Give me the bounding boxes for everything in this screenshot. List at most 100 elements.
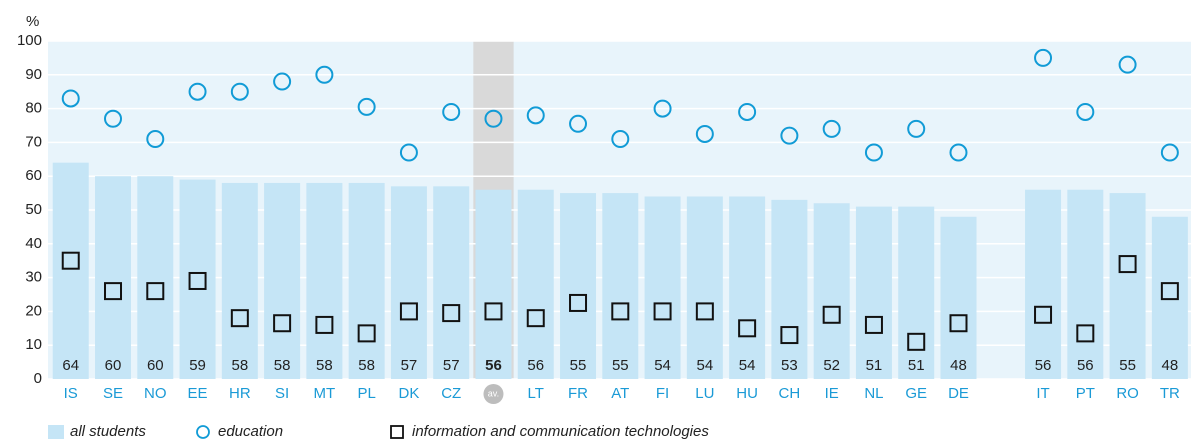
x-tick-label: FI xyxy=(656,385,669,402)
ict-marker xyxy=(1160,282,1179,301)
education-marker xyxy=(949,143,968,162)
data-label: 52 xyxy=(823,357,840,374)
data-label: 57 xyxy=(443,357,460,374)
education-marker xyxy=(611,130,630,149)
ict-marker xyxy=(315,315,334,334)
x-tick-label: CH xyxy=(779,385,801,402)
ict-marker xyxy=(526,309,545,328)
x-tick-label: GE xyxy=(905,385,927,402)
data-label: 59 xyxy=(189,357,206,374)
x-tick-label: RO xyxy=(1116,385,1139,402)
education-marker xyxy=(780,126,799,145)
education-marker xyxy=(1076,102,1095,121)
ict-marker xyxy=(104,282,123,301)
x-tick-label: av. xyxy=(488,388,499,398)
highlight-badge xyxy=(483,384,504,404)
education-marker xyxy=(1160,143,1179,162)
data-label: 48 xyxy=(1162,357,1179,374)
data-label: 60 xyxy=(105,357,122,374)
x-tick-label: CZ xyxy=(441,385,461,402)
ict-marker xyxy=(146,282,165,301)
education-marker xyxy=(146,130,165,149)
x-tick-label: NO xyxy=(144,385,167,402)
education-marker xyxy=(1118,55,1137,74)
data-label: 56 xyxy=(527,357,544,374)
y-axis-label: % xyxy=(26,13,39,30)
bar xyxy=(813,203,850,379)
education-marker xyxy=(357,97,376,116)
x-tick-label: PL xyxy=(357,385,375,402)
ict-marker xyxy=(695,302,714,321)
ict-marker xyxy=(188,271,207,290)
x-tick-label: DE xyxy=(948,385,969,402)
education-marker xyxy=(1034,48,1053,67)
bar xyxy=(560,193,597,379)
ict-marker xyxy=(484,302,503,321)
education-marker xyxy=(653,99,672,118)
ict-marker xyxy=(273,314,292,333)
y-tick-label: 30 xyxy=(25,269,42,286)
bar xyxy=(179,179,216,379)
x-tick-label: SI xyxy=(275,385,289,402)
bar xyxy=(602,193,639,379)
education-marker xyxy=(907,119,926,138)
bar xyxy=(390,186,427,379)
bar xyxy=(898,206,935,379)
legend-swatch xyxy=(48,425,64,439)
data-label: 58 xyxy=(358,357,375,374)
x-tick-label: HR xyxy=(229,385,251,402)
x-tick-label: PT xyxy=(1076,385,1095,402)
education-marker xyxy=(61,89,80,108)
y-tick-label: 0 xyxy=(34,370,42,387)
ict-marker xyxy=(569,293,588,312)
data-label: 54 xyxy=(654,357,671,374)
x-tick-label: LT xyxy=(528,385,544,402)
x-tick-label: NL xyxy=(864,385,883,402)
education-marker xyxy=(822,119,841,138)
ict-marker xyxy=(442,304,461,323)
bar xyxy=(306,182,343,379)
bar xyxy=(1151,216,1188,379)
data-label: 60 xyxy=(147,357,164,374)
ict-marker xyxy=(822,305,841,324)
data-label: 58 xyxy=(274,357,291,374)
bar xyxy=(1109,193,1146,379)
ict-marker xyxy=(399,302,418,321)
ict-marker xyxy=(1076,324,1095,343)
x-tick-label: IT xyxy=(1036,385,1049,402)
y-tick-label: 10 xyxy=(25,336,42,353)
y-tick-label: 60 xyxy=(25,167,42,184)
data-label: 56 xyxy=(485,357,502,374)
bar xyxy=(475,189,512,379)
data-label: 51 xyxy=(866,357,883,374)
ict-marker xyxy=(357,324,376,343)
x-tick-label: IS xyxy=(64,385,78,402)
y-tick-label: 20 xyxy=(25,302,42,319)
ict-marker xyxy=(1118,255,1137,274)
bar xyxy=(348,182,385,379)
bar xyxy=(644,196,681,379)
y-tick-label: 40 xyxy=(25,235,42,252)
education-marker xyxy=(315,65,334,84)
ict-marker xyxy=(780,326,799,345)
y-tick-label: 70 xyxy=(25,133,42,150)
bar xyxy=(517,189,554,379)
x-tick-label: AT xyxy=(611,385,629,402)
x-tick-label: TR xyxy=(1160,385,1180,402)
x-tick-label: FR xyxy=(568,385,588,402)
legend-swatch xyxy=(196,425,210,439)
data-label: 55 xyxy=(1119,357,1136,374)
ict-marker xyxy=(1034,305,1053,324)
data-label: 58 xyxy=(231,357,248,374)
bar xyxy=(221,182,258,379)
data-label: 51 xyxy=(908,357,925,374)
data-label: 64 xyxy=(62,357,79,374)
bar xyxy=(940,216,977,379)
ict-marker xyxy=(230,309,249,328)
ict-marker xyxy=(907,332,926,351)
bar xyxy=(729,196,766,379)
education-marker xyxy=(273,72,292,91)
x-tick-label: MT xyxy=(314,385,336,402)
data-label: 56 xyxy=(1035,357,1052,374)
